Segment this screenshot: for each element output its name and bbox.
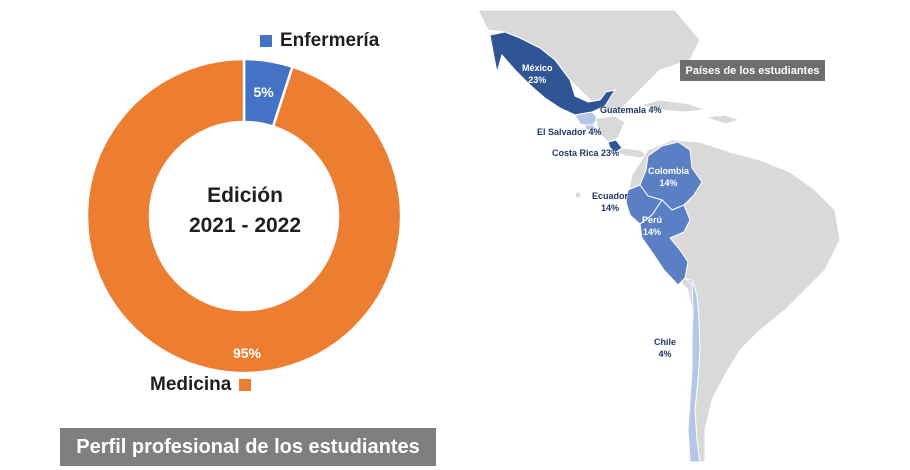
chart-caption: Perfil profesional de los estudiantes (60, 428, 436, 466)
legend-item-enfermeria: Enfermería (260, 30, 379, 52)
map-label-el-salvador: El Salvador 4% (537, 127, 602, 137)
map-country-el-salvador (583, 124, 597, 132)
map-label-chile-name: Chile (654, 337, 677, 347)
map-land-galapagos (574, 191, 582, 199)
map-label-ecuador-value: 14% (601, 203, 620, 213)
map-country-mexico (489, 31, 617, 116)
map-label-costa-rica: Costa Rica 23% (552, 148, 620, 158)
legend-swatch-medicina (239, 379, 252, 391)
map-label-colombia-name: Colombia (648, 166, 690, 176)
map-label-peru: Perú 14% (642, 214, 662, 238)
map-label-mexico-value: 23% (528, 75, 547, 85)
map-country-guatemala (574, 111, 599, 127)
map-country-chile (684, 277, 701, 463)
donut-center-period: 2021 - 2022 (188, 214, 302, 237)
map-label-ecuador: Ecuador 14% (592, 190, 628, 214)
latin-america-map (477, 9, 841, 463)
map-country-peru (639, 199, 691, 286)
map-land-panama (614, 147, 650, 159)
map-label-colombia-value: 14% (659, 178, 678, 188)
map-label-guatemala: Guatemala 4% (600, 105, 662, 115)
map-label-ecuador-name: Ecuador (592, 191, 629, 201)
map-label-peru-name: Perú (642, 215, 663, 225)
donut-value-label-0: 5% (254, 84, 275, 100)
legend-item-medicina: Medicina (150, 374, 252, 396)
map-land-hispaniola (704, 114, 742, 125)
map-label-mexico: México 23% (522, 62, 553, 86)
map-land-cuba (639, 99, 706, 113)
map-label-chile-value: 4% (658, 349, 672, 359)
map-label-chile: Chile 4% (654, 336, 676, 360)
map-label-peru-value: 14% (643, 227, 662, 237)
map-label-colombia: Colombia 14% (648, 165, 689, 189)
donut-slice-1 (85, 57, 403, 375)
map-land-central-america (595, 115, 626, 143)
map-label-mexico-name: México (522, 63, 553, 73)
legend-swatch-enfermeria (260, 35, 272, 47)
donut-value-label-1: 95% (233, 345, 262, 361)
donut-center-title: Edición (207, 184, 283, 207)
map-title: Países de los estudiantes (680, 60, 825, 81)
legend-label-medicina: Medicina (150, 374, 232, 395)
legend-label-enfermeria: Enfermería (280, 30, 380, 51)
donut-chart: 5% 95% (85, 57, 403, 375)
